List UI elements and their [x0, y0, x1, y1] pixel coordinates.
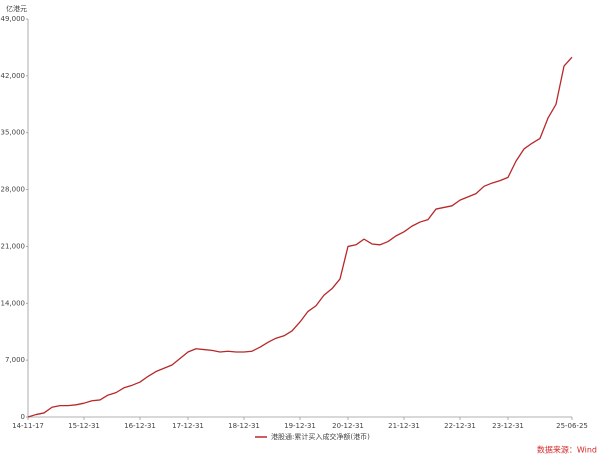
- y-tick-label: 35,000: [1, 129, 26, 137]
- x-tick-label: 25-06-25: [556, 422, 588, 430]
- x-tick-label: 14-11-17: [12, 422, 44, 430]
- x-tick-label: 17-12-31: [172, 422, 204, 430]
- x-tick-label: 16-12-31: [124, 422, 156, 430]
- y-tick-label: 49,000: [1, 15, 26, 23]
- x-tick-label: 23-12-31: [492, 422, 524, 430]
- y-unit-label: 亿港元: [6, 4, 27, 13]
- x-tick-label: 15-12-31: [68, 422, 100, 430]
- y-tick-label: 42,000: [1, 72, 26, 80]
- x-tick-label: 20-12-31: [332, 422, 364, 430]
- y-tick-label: 14,000: [1, 299, 26, 307]
- legend-label: 港股通:累计买入成交净额(港币): [271, 432, 370, 441]
- line-series: [27, 56, 573, 418]
- x-tick-label: 19-12-31: [284, 422, 316, 430]
- source-note: 数据来源：Wind: [537, 445, 597, 455]
- y-tick-label: 21,000: [1, 242, 26, 250]
- x-tick-label: 21-12-31: [388, 422, 420, 430]
- y-tick-label: 28,000: [1, 186, 26, 194]
- y-tick-label: 0: [21, 413, 25, 421]
- x-tick-label: 18-12-31: [228, 422, 260, 430]
- x-tick-label: 22-12-31: [444, 422, 476, 430]
- y-tick-label: 7,000: [5, 356, 25, 364]
